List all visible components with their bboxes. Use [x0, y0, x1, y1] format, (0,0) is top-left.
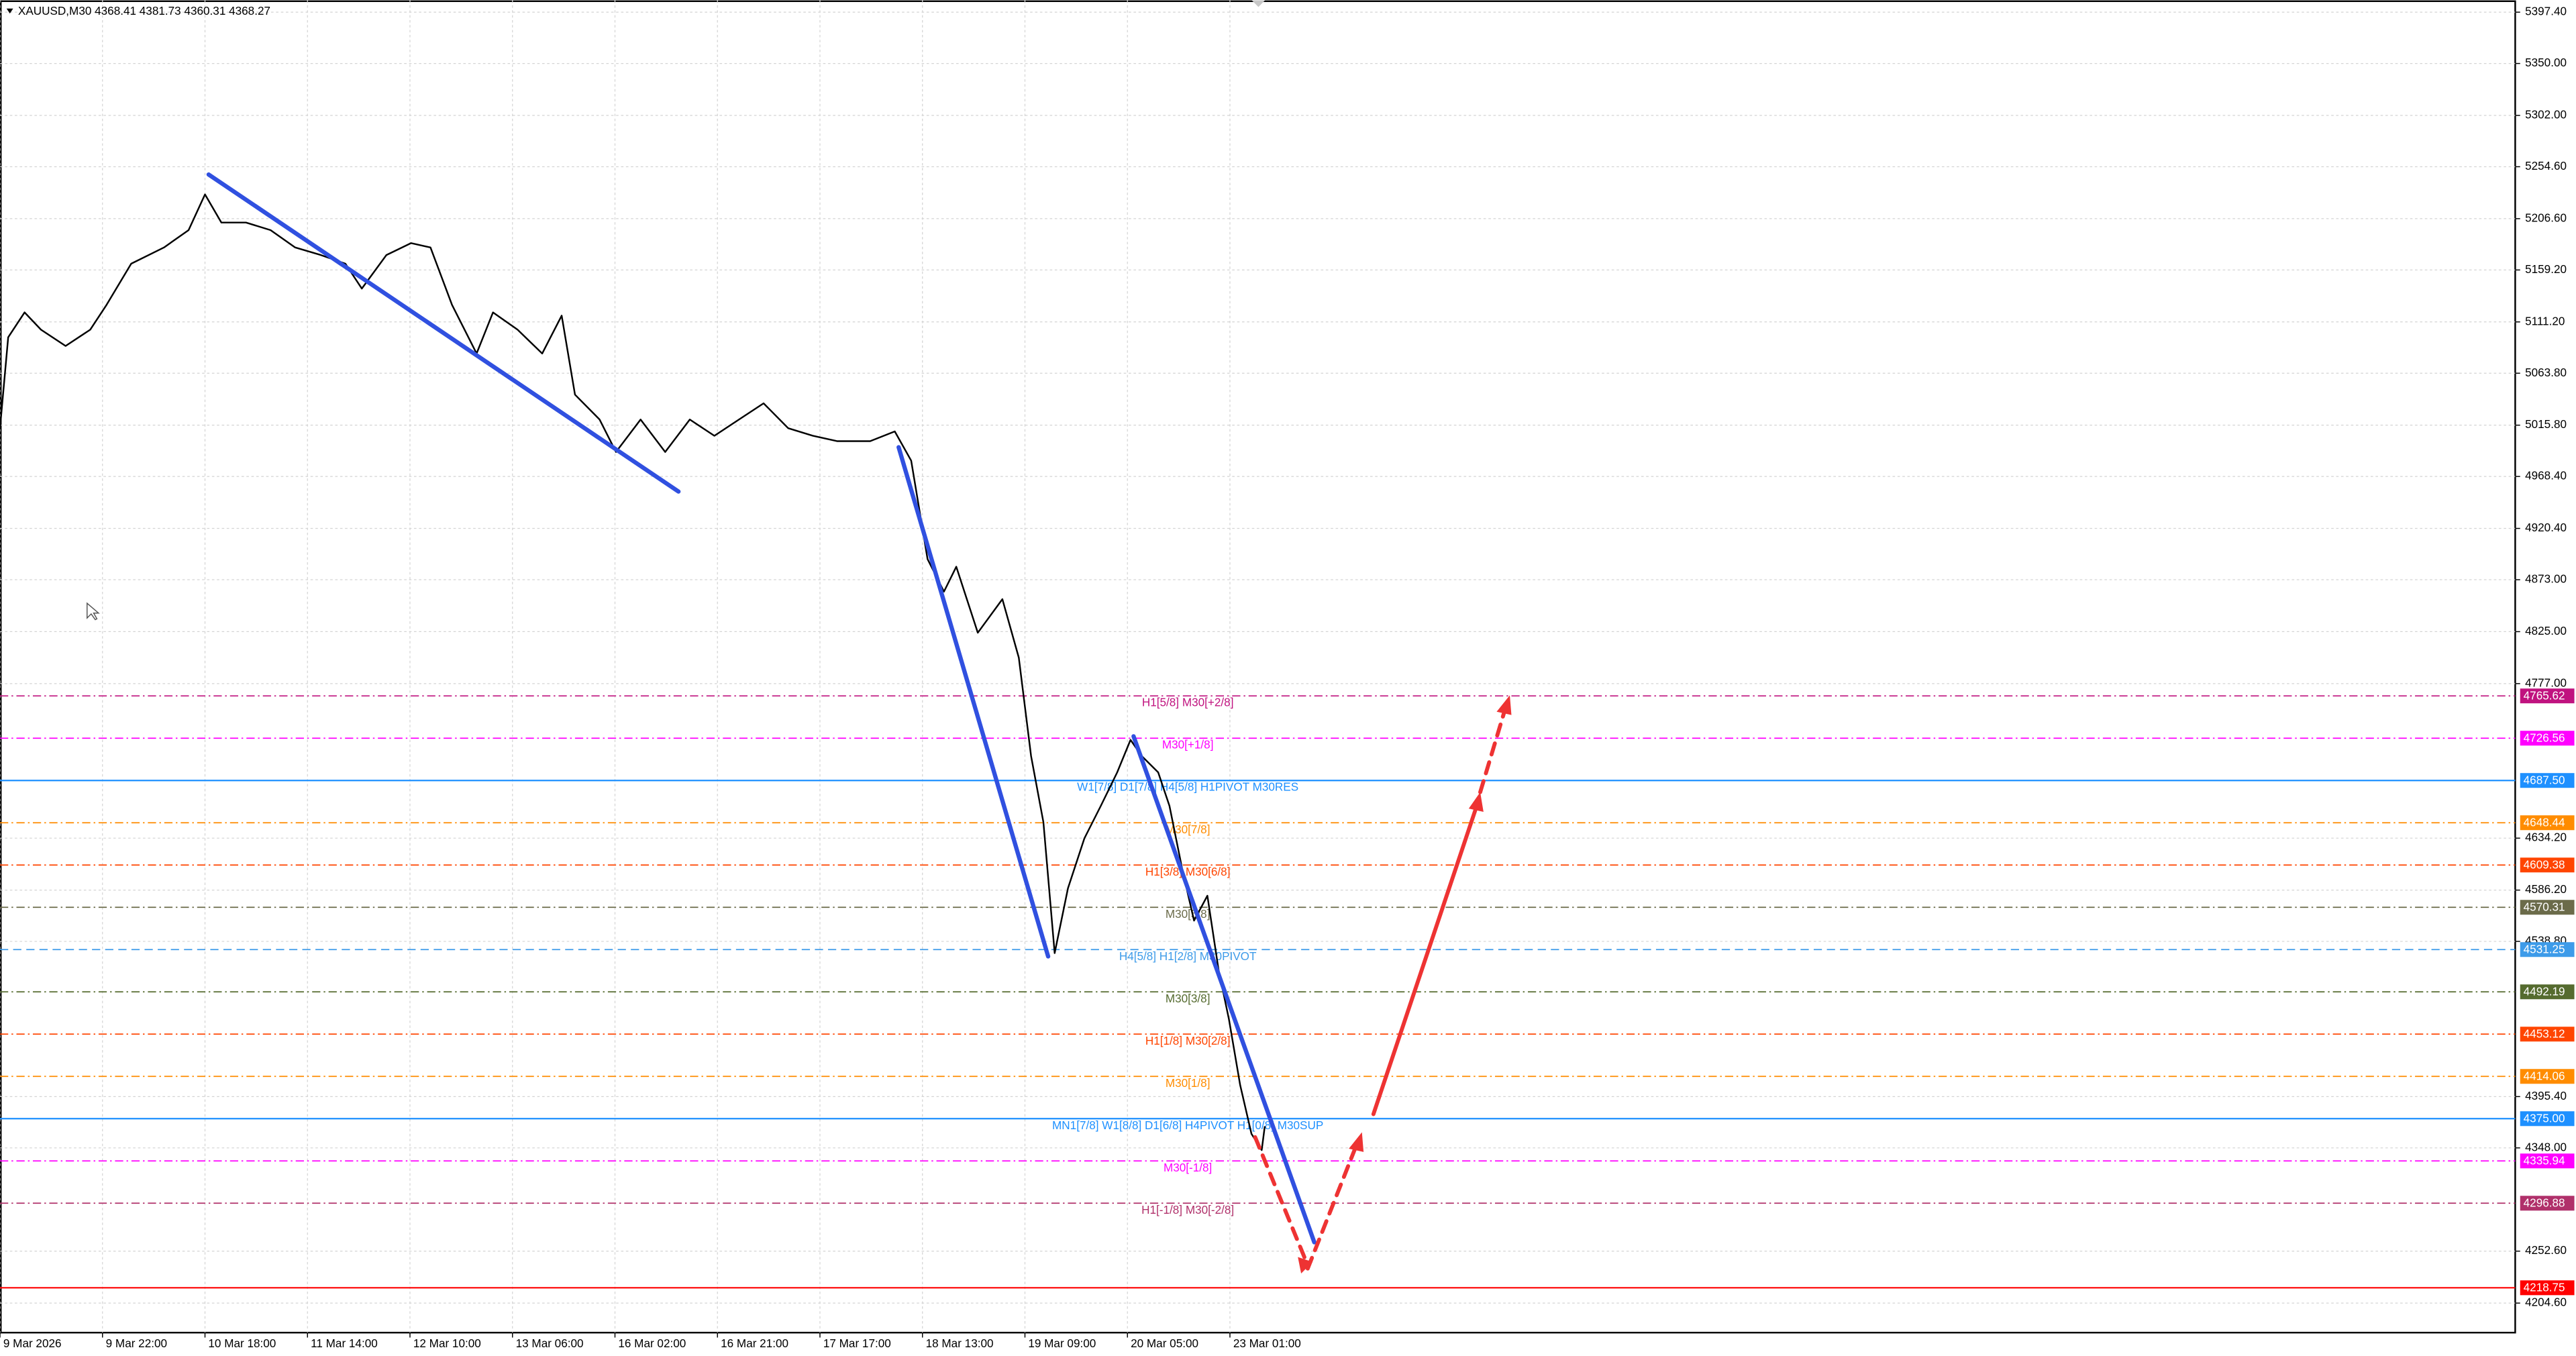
price-box	[2520, 1027, 2575, 1042]
level-label: W1[7/8] D1[7/8] H4[5/8] H1PIVOT M30RES	[1077, 780, 1298, 794]
x-tick-label: 12 Mar 10:00	[413, 1337, 481, 1350]
price-box-label: 4531.25	[2524, 943, 2565, 956]
level-label: M30[1/8]	[1166, 1076, 1210, 1090]
arrow-head	[1496, 695, 1512, 715]
level-label: M30[5/8]	[1166, 907, 1210, 921]
y-tick-label: 4873.00	[2525, 572, 2567, 586]
price-box	[2520, 773, 2575, 788]
y-tick-label: 4586.20	[2525, 882, 2567, 896]
x-tick-label: 20 Mar 05:00	[1131, 1337, 1198, 1350]
price-box	[2520, 1111, 2575, 1127]
axes: 5397.40 5350.00 5302.00 5254.60 5206.60 5159.…	[0, 5, 2575, 1350]
level-label: M30[3/8]	[1166, 992, 1210, 1005]
price-box	[2520, 1069, 2575, 1084]
x-tick-label: 11 Mar 14:00	[311, 1337, 378, 1350]
y-tick-label: 5063.80	[2525, 366, 2567, 379]
y-tick-label: 4920.40	[2525, 521, 2567, 534]
level-label: M30[+1/8]	[1162, 738, 1214, 751]
x-tick-label: 19 Mar 09:00	[1028, 1337, 1096, 1350]
level-label: H4[5/8] H1[2/8] M30PIVOT	[1119, 949, 1257, 963]
y-tick-label: 5397.40	[2525, 5, 2567, 18]
y-tick-label: 5206.60	[2525, 211, 2567, 224]
price-box	[2520, 731, 2575, 746]
grid	[0, 0, 2516, 1333]
y-tick-label: 4968.40	[2525, 469, 2567, 482]
y-tick-label: 5111.20	[2525, 314, 2565, 327]
price-box-label: 4687.50	[2524, 773, 2565, 786]
y-tick-label: 4634.20	[2525, 831, 2567, 844]
level-label: H1[5/8] M30[+2/8]	[1142, 696, 1234, 709]
x-tick-label: 9 Mar 22:00	[106, 1337, 167, 1350]
price-box	[2520, 1280, 2575, 1296]
y-tick-label: 4395.40	[2525, 1089, 2567, 1102]
y-tick-label: 5254.60	[2525, 159, 2567, 172]
price-box-label: 4453.12	[2524, 1027, 2565, 1041]
y-tick-label: 4204.60	[2525, 1296, 2567, 1309]
mouse-cursor	[87, 602, 100, 621]
x-tick-label: 18 Mar 13:00	[926, 1337, 994, 1350]
forecast-arrow	[1371, 803, 1479, 1116]
level-label: H1[1/8] M30[2/8]	[1145, 1034, 1231, 1047]
price-box-label: 4414.06	[2524, 1070, 2565, 1083]
annotations	[87, 0, 1512, 1274]
price-box	[2520, 900, 2575, 915]
price-box-label: 4492.19	[2524, 985, 2565, 998]
price-box	[2520, 857, 2575, 873]
chart-title: XAUUSD,M30 4368.41 4381.73 4360.31 4368.…	[18, 4, 270, 17]
price-box	[2520, 688, 2575, 704]
y-tick-label: 5159.20	[2525, 262, 2567, 276]
y-tick-label: 4777.00	[2525, 676, 2567, 689]
price-box	[2520, 984, 2575, 1000]
price-box-label: 4335.94	[2524, 1154, 2565, 1167]
price-box	[2520, 1196, 2575, 1211]
price-box-label: 4570.31	[2524, 900, 2565, 914]
arrow-head	[1349, 1132, 1364, 1152]
arrow-head	[1298, 1257, 1313, 1274]
levels: H1[5/8] M30[+2/8] M30[+1/8] W1[7/8] D1[7/8…	[0, 695, 2516, 1289]
x-tick-label: 13 Mar 06:00	[516, 1337, 584, 1350]
price-box	[2520, 1153, 2575, 1169]
forecast-arrow	[1253, 1135, 1310, 1267]
level-label: H1[-1/8] M30[-2/8]	[1141, 1203, 1234, 1216]
x-tick-label: 9 Mar 2026	[3, 1337, 62, 1350]
forecast-arrow	[1478, 708, 1507, 794]
trend-line	[1131, 734, 1317, 1245]
y-tick-label: 5015.80	[2525, 417, 2567, 431]
x-tick-label: 23 Mar 01:00	[1233, 1337, 1301, 1350]
price-box-label: 4726.56	[2524, 731, 2565, 744]
price-box-label: 4609.38	[2524, 857, 2565, 871]
x-tick-label: 10 Mar 18:00	[208, 1337, 276, 1350]
level-label: M30[7/8]	[1166, 823, 1210, 836]
trend-line	[896, 445, 1051, 959]
price-box-label: 4765.62	[2524, 688, 2565, 702]
y-tick-label: 4252.60	[2525, 1243, 2567, 1257]
y-tick-label: 5302.00	[2525, 108, 2567, 121]
y-tick-label: 5350.00	[2525, 56, 2567, 69]
trend-line	[206, 172, 681, 494]
price-box	[2520, 815, 2575, 831]
x-tick-label: 17 Mar 17:00	[823, 1337, 891, 1350]
level-label: MN1[7/8] W1[8/8] D1[6/8] H4PIVOT H1[0/8]…	[1052, 1118, 1323, 1132]
price-box-label: 4218.75	[2524, 1281, 2565, 1294]
symbol-menu-icon[interactable]	[6, 8, 13, 14]
price-box-label: 4296.88	[2524, 1196, 2565, 1210]
level-label: H1[3/8] M30[6/8]	[1145, 865, 1231, 878]
price-box	[2520, 942, 2575, 957]
y-tick-label: 4348.00	[2525, 1140, 2567, 1153]
y-tick-label: 4825.00	[2525, 624, 2567, 637]
shift-marker	[1251, 0, 1266, 7]
price-box-label: 4648.44	[2524, 815, 2565, 829]
level-label: M30[-1/8]	[1164, 1161, 1212, 1174]
x-tick-label: 16 Mar 21:00	[721, 1337, 788, 1350]
arrow-head	[1468, 792, 1484, 813]
price-box-label: 4375.00	[2524, 1112, 2565, 1125]
x-tick-label: 16 Mar 02:00	[618, 1337, 686, 1350]
forecast-arrow	[1305, 1141, 1359, 1271]
